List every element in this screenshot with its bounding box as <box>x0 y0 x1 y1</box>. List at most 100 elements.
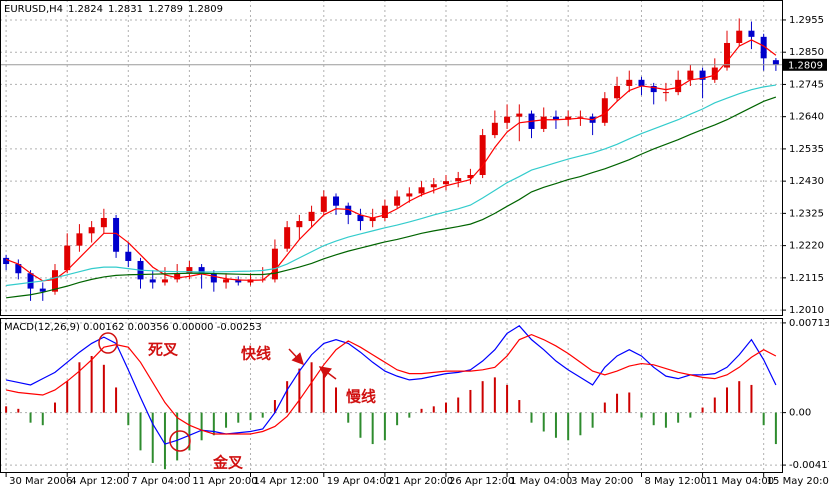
slow-line-arrow <box>318 366 337 380</box>
y-tick-label: 1.2535 <box>789 144 824 155</box>
moving-average <box>6 84 776 287</box>
golden-cross-circle <box>169 430 191 452</box>
candle-body <box>540 116 547 129</box>
candle-body <box>626 79 633 86</box>
candle-body <box>442 181 449 185</box>
candle-body <box>296 221 303 228</box>
candle-body <box>662 92 669 94</box>
candle-body <box>504 116 511 123</box>
x-tick-label: 11 May 04:00 <box>706 476 775 487</box>
candle-body <box>174 273 181 280</box>
annotation: 慢线 <box>346 388 376 406</box>
x-tick-label: 19 Apr 04:00 <box>327 476 392 487</box>
moving-average <box>5 39 777 282</box>
candle-body <box>760 36 767 59</box>
x-tick-label: 21 Apr 20:00 <box>388 476 453 487</box>
candle-body <box>650 85 657 93</box>
y-tick-label: 1.2010 <box>789 305 824 316</box>
x-tick-label: 1 May 04:00 <box>510 476 572 487</box>
candle-body <box>394 196 401 206</box>
x-tick-label: 3 May 20:00 <box>571 476 633 487</box>
current-price-box <box>783 58 827 71</box>
x-tick-label: 30 Mar 2006 <box>9 476 72 487</box>
candle-body <box>27 273 34 289</box>
candle-body <box>210 273 217 283</box>
annotation: 快线 <box>241 345 271 363</box>
candle-body <box>333 196 340 206</box>
symbol: EURUSD,H4 <box>4 4 63 15</box>
macd-header: MACD(12,26,9) 0.00162 0.00356 0.00000 -0… <box>4 322 262 333</box>
x-tick-label: 15 May 20:00 <box>767 476 829 487</box>
candle-body <box>247 279 254 283</box>
y-tick-label: 1.2640 <box>789 112 824 123</box>
candle-body <box>320 196 327 212</box>
candle-body <box>736 30 743 43</box>
header-low: 1.2789 <box>148 4 183 15</box>
candle-body <box>113 217 120 252</box>
candle-body <box>15 264 22 274</box>
candle-body <box>381 205 388 218</box>
candle-body <box>772 60 779 65</box>
y-tick-label: 0.00713 <box>789 318 829 329</box>
macd-panel-border <box>0 318 783 473</box>
y-tick-label: 1.2220 <box>789 241 824 252</box>
candle-body <box>552 116 559 120</box>
header-high: 1.2831 <box>108 4 143 15</box>
price-header: EURUSD,H4 1.2824 1.2831 1.2789 1.2809 <box>4 4 223 15</box>
y-tick-label: 1.2430 <box>789 176 824 187</box>
candle-body <box>223 279 230 283</box>
candle-body <box>88 227 95 234</box>
candle-body <box>455 178 462 182</box>
candle-body <box>687 70 694 80</box>
y-tick-label: 1.2115 <box>789 273 824 284</box>
candle-body <box>430 184 437 188</box>
candle-body <box>198 267 205 274</box>
candle-body <box>64 245 71 271</box>
header-close: 1.2809 <box>188 4 223 15</box>
annotation: 死叉 <box>148 341 179 359</box>
moving-average <box>6 96 777 299</box>
price-panel-border <box>0 0 783 316</box>
y-tick-label: 1.2850 <box>789 47 824 58</box>
candle-body <box>149 279 156 283</box>
candle-body <box>675 79 682 93</box>
candle-body <box>748 30 755 37</box>
candle-body <box>467 175 474 179</box>
candle-body <box>76 233 83 246</box>
y-tick-label: 1.2955 <box>789 15 824 26</box>
candle-body <box>345 205 352 215</box>
candle-body <box>235 279 242 283</box>
candle-body <box>516 113 523 117</box>
x-tick-label: 14 Apr 12:00 <box>253 476 318 487</box>
candle-body <box>711 67 718 80</box>
candle-body <box>369 217 376 222</box>
candle-body <box>51 270 58 292</box>
candle-body <box>186 267 193 274</box>
y-tick-label: 1.2745 <box>789 79 824 90</box>
macd-line <box>5 333 777 435</box>
candle-body <box>271 248 278 280</box>
candle-body <box>100 217 107 228</box>
candle-body <box>308 211 315 222</box>
x-tick-label: 7 Apr 04:00 <box>131 476 190 487</box>
candle-body <box>125 251 132 261</box>
macd-line <box>5 325 777 445</box>
x-tick-label: 26 Apr 12:00 <box>449 476 514 487</box>
candle-body <box>614 85 621 99</box>
candle-body <box>357 214 364 222</box>
candle-body <box>565 116 572 120</box>
candle-body <box>577 116 584 118</box>
x-tick-label: 11 Apr 20:00 <box>192 476 257 487</box>
candle-body <box>638 79 645 86</box>
candle-body <box>724 42 731 68</box>
y-tick-label: 1.2325 <box>789 208 824 219</box>
fast-line-arrow <box>288 348 305 366</box>
candle-body <box>601 98 608 123</box>
y-tick-label: -0.00417 <box>789 460 829 471</box>
candle-body <box>491 122 498 136</box>
annotation: 金叉 <box>212 454 244 472</box>
candle-body <box>3 257 10 265</box>
header-open: 1.2824 <box>68 4 103 15</box>
candle-body <box>284 227 291 249</box>
